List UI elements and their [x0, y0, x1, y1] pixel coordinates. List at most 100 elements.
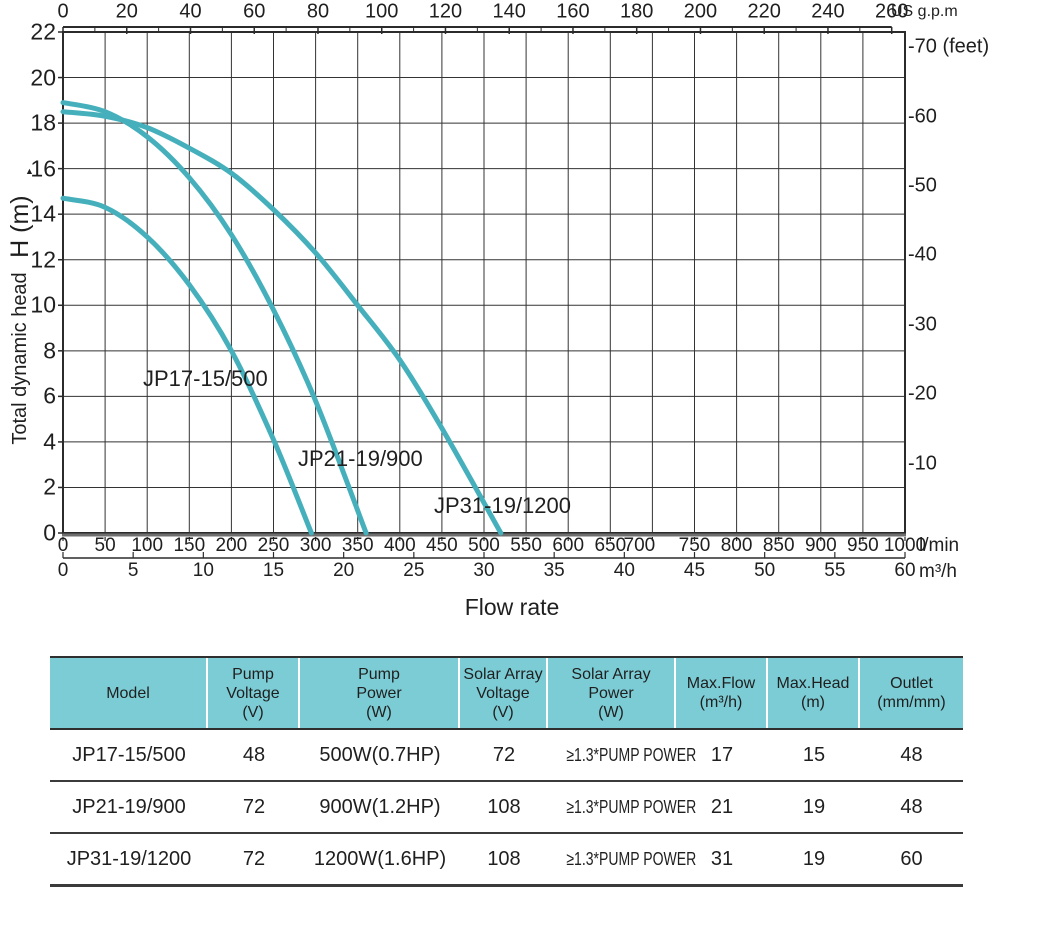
- gpm-tick-label: 40: [179, 0, 202, 23]
- m3h-tick-label: 5: [127, 560, 139, 581]
- lmin-tick-label: 100: [131, 535, 164, 556]
- lmin-tick-label: 200: [215, 535, 248, 556]
- header-line: Power: [588, 684, 634, 702]
- table-cell: JP21-19/900: [72, 795, 186, 818]
- table-cell: 19: [802, 847, 826, 870]
- header-cell: Pump Power (W): [300, 658, 460, 728]
- header-line: Max.Head: [776, 675, 850, 692]
- bottom-axis-unit-lmin: l/min: [919, 535, 960, 556]
- header-cell: Outlet (mm/mm): [860, 658, 963, 728]
- m3h-tick-label: 50: [754, 560, 776, 581]
- gpm-tick-label: 240: [811, 0, 845, 23]
- table-cell: 48: [900, 743, 923, 766]
- table-cell: 72: [242, 795, 266, 818]
- lmin-tick-label: 900: [804, 535, 837, 556]
- head-tick-label: 2: [43, 473, 56, 500]
- header-line: Model: [106, 684, 150, 702]
- m3h-tick-label: 55: [824, 560, 846, 581]
- lmin-tick-label: 250: [257, 535, 290, 556]
- table-cell: 19: [802, 795, 826, 818]
- bottom-axis-unit-m3h: m³/h: [919, 561, 957, 582]
- head-tick-label: 14: [30, 200, 56, 227]
- lmin-tick-label: 1000: [883, 535, 927, 556]
- lmin-tick-label: 150: [173, 535, 206, 556]
- table-cell: 17: [710, 743, 734, 766]
- m3h-tick-label: 35: [543, 560, 565, 581]
- lmin-tick-label: 450: [426, 535, 458, 556]
- head-tick-label: 18: [30, 109, 56, 136]
- header-cell: Pump Voltage (V): [208, 658, 300, 728]
- feet-tick-label: -20: [908, 382, 937, 405]
- table-cell: 72: [492, 743, 516, 766]
- table-row: JP21-19/900 72 900W(1.2HP) 108 ≥1.3*PUMP POW…: [50, 782, 963, 834]
- gpm-tick-label: 160: [556, 0, 590, 23]
- table-cell: ≥1.3*PUMP POWER: [548, 744, 696, 767]
- header-line: Voltage: [226, 684, 280, 702]
- top-axis-unit: US g.p.m: [891, 3, 958, 20]
- feet-tick-label: -70 (feet): [908, 35, 990, 58]
- table-cell: 15: [802, 743, 826, 766]
- lmin-tick-label: 350: [341, 535, 374, 556]
- gpm-tick-label: 180: [620, 0, 654, 23]
- lmin-tick-label: 550: [510, 535, 542, 556]
- head-tick-label: 10: [30, 291, 56, 318]
- lmin-tick-label: 650: [594, 535, 627, 556]
- head-tick-label: 20: [30, 64, 56, 91]
- header-cell: Solar Array Power (W): [548, 658, 676, 728]
- table-cell: 108: [487, 795, 521, 818]
- gpm-tick-label: 260: [875, 0, 909, 23]
- table-cell: 72: [242, 847, 266, 870]
- lmin-tick-label: 950: [847, 535, 879, 556]
- m3h-tick-label: 30: [473, 560, 495, 581]
- spec-table-body: JP17-15/500 48 500W(0.7HP) 72 ≥1.3*PUMP POWE…: [50, 730, 963, 887]
- header-line: Solar Array: [571, 665, 651, 683]
- solar-array-power-value: ≥1.3*PUMP POWER: [566, 796, 697, 817]
- y-axis-arrow-icon: ▲: [25, 166, 34, 176]
- curve-label-JP17-15/500: JP17-15/500: [143, 366, 268, 391]
- lmin-tick-label: 300: [299, 535, 332, 556]
- pump-curve-chart: 0 20 40 60 80 100 120 140 160 180 200 220 240 260 0 2 4 6…: [6, 0, 990, 621]
- gpm-tick-label: 140: [492, 0, 526, 23]
- header-line: Max.Flow: [686, 675, 756, 692]
- header-line: Outlet: [890, 675, 933, 692]
- lmin-tick-label: 700: [623, 535, 656, 556]
- lmin-tick-label: 600: [552, 535, 585, 556]
- header-line: (V): [492, 703, 514, 721]
- table-cell: ≥1.3*PUMP POWER: [548, 848, 696, 871]
- table-cell: 900W(1.2HP): [319, 795, 441, 818]
- table-cell: JP31-19/1200: [66, 847, 192, 870]
- header-line: Power: [356, 684, 402, 702]
- lmin-tick-label: 400: [383, 535, 416, 556]
- head-tick-label: 16: [30, 155, 56, 182]
- m3h-tick-label: 25: [403, 560, 425, 581]
- lmin-tick-label: 800: [720, 535, 753, 556]
- table-cell: 48: [242, 743, 266, 766]
- feet-tick-label: -60: [908, 105, 937, 128]
- m3h-tick-label: 45: [683, 560, 706, 581]
- head-tick-label: 12: [30, 246, 56, 273]
- solar-array-power-value: ≥1.3*PUMP POWER: [566, 744, 697, 765]
- gpm-tick-label: 20: [115, 0, 138, 23]
- head-tick-label: 6: [43, 382, 56, 409]
- gpm-tick-label: 100: [365, 0, 399, 23]
- header-cell: Max.Head (m): [768, 658, 860, 728]
- gpm-tick-label: 120: [428, 0, 463, 23]
- table-cell: 60: [900, 847, 923, 870]
- table-cell: 31: [710, 847, 734, 870]
- feet-tick-label: -10: [908, 452, 937, 475]
- feet-tick-label: -40: [908, 243, 937, 266]
- header-line: Pump: [232, 665, 274, 683]
- lmin-tick-label: 500: [468, 535, 500, 556]
- header-line: Voltage: [476, 684, 530, 702]
- spec-table: Model Pump Voltage (V) Pump Power (W) Solar Arr…: [50, 656, 963, 887]
- table-cell: 1200W(1.6HP): [313, 847, 447, 870]
- feet-tick-label: -50: [908, 174, 937, 197]
- header-line: (mm/mm): [877, 694, 946, 711]
- table-cell: JP17-15/500: [72, 743, 186, 766]
- solar-array-power-value: ≥1.3*PUMP POWER: [566, 848, 697, 869]
- m3h-tick-label: 10: [192, 560, 214, 581]
- table-cell: 108: [487, 847, 521, 870]
- m3h-tick-label: 0: [57, 560, 69, 581]
- head-tick-label: 8: [43, 337, 56, 364]
- header-line: Pump: [358, 665, 400, 683]
